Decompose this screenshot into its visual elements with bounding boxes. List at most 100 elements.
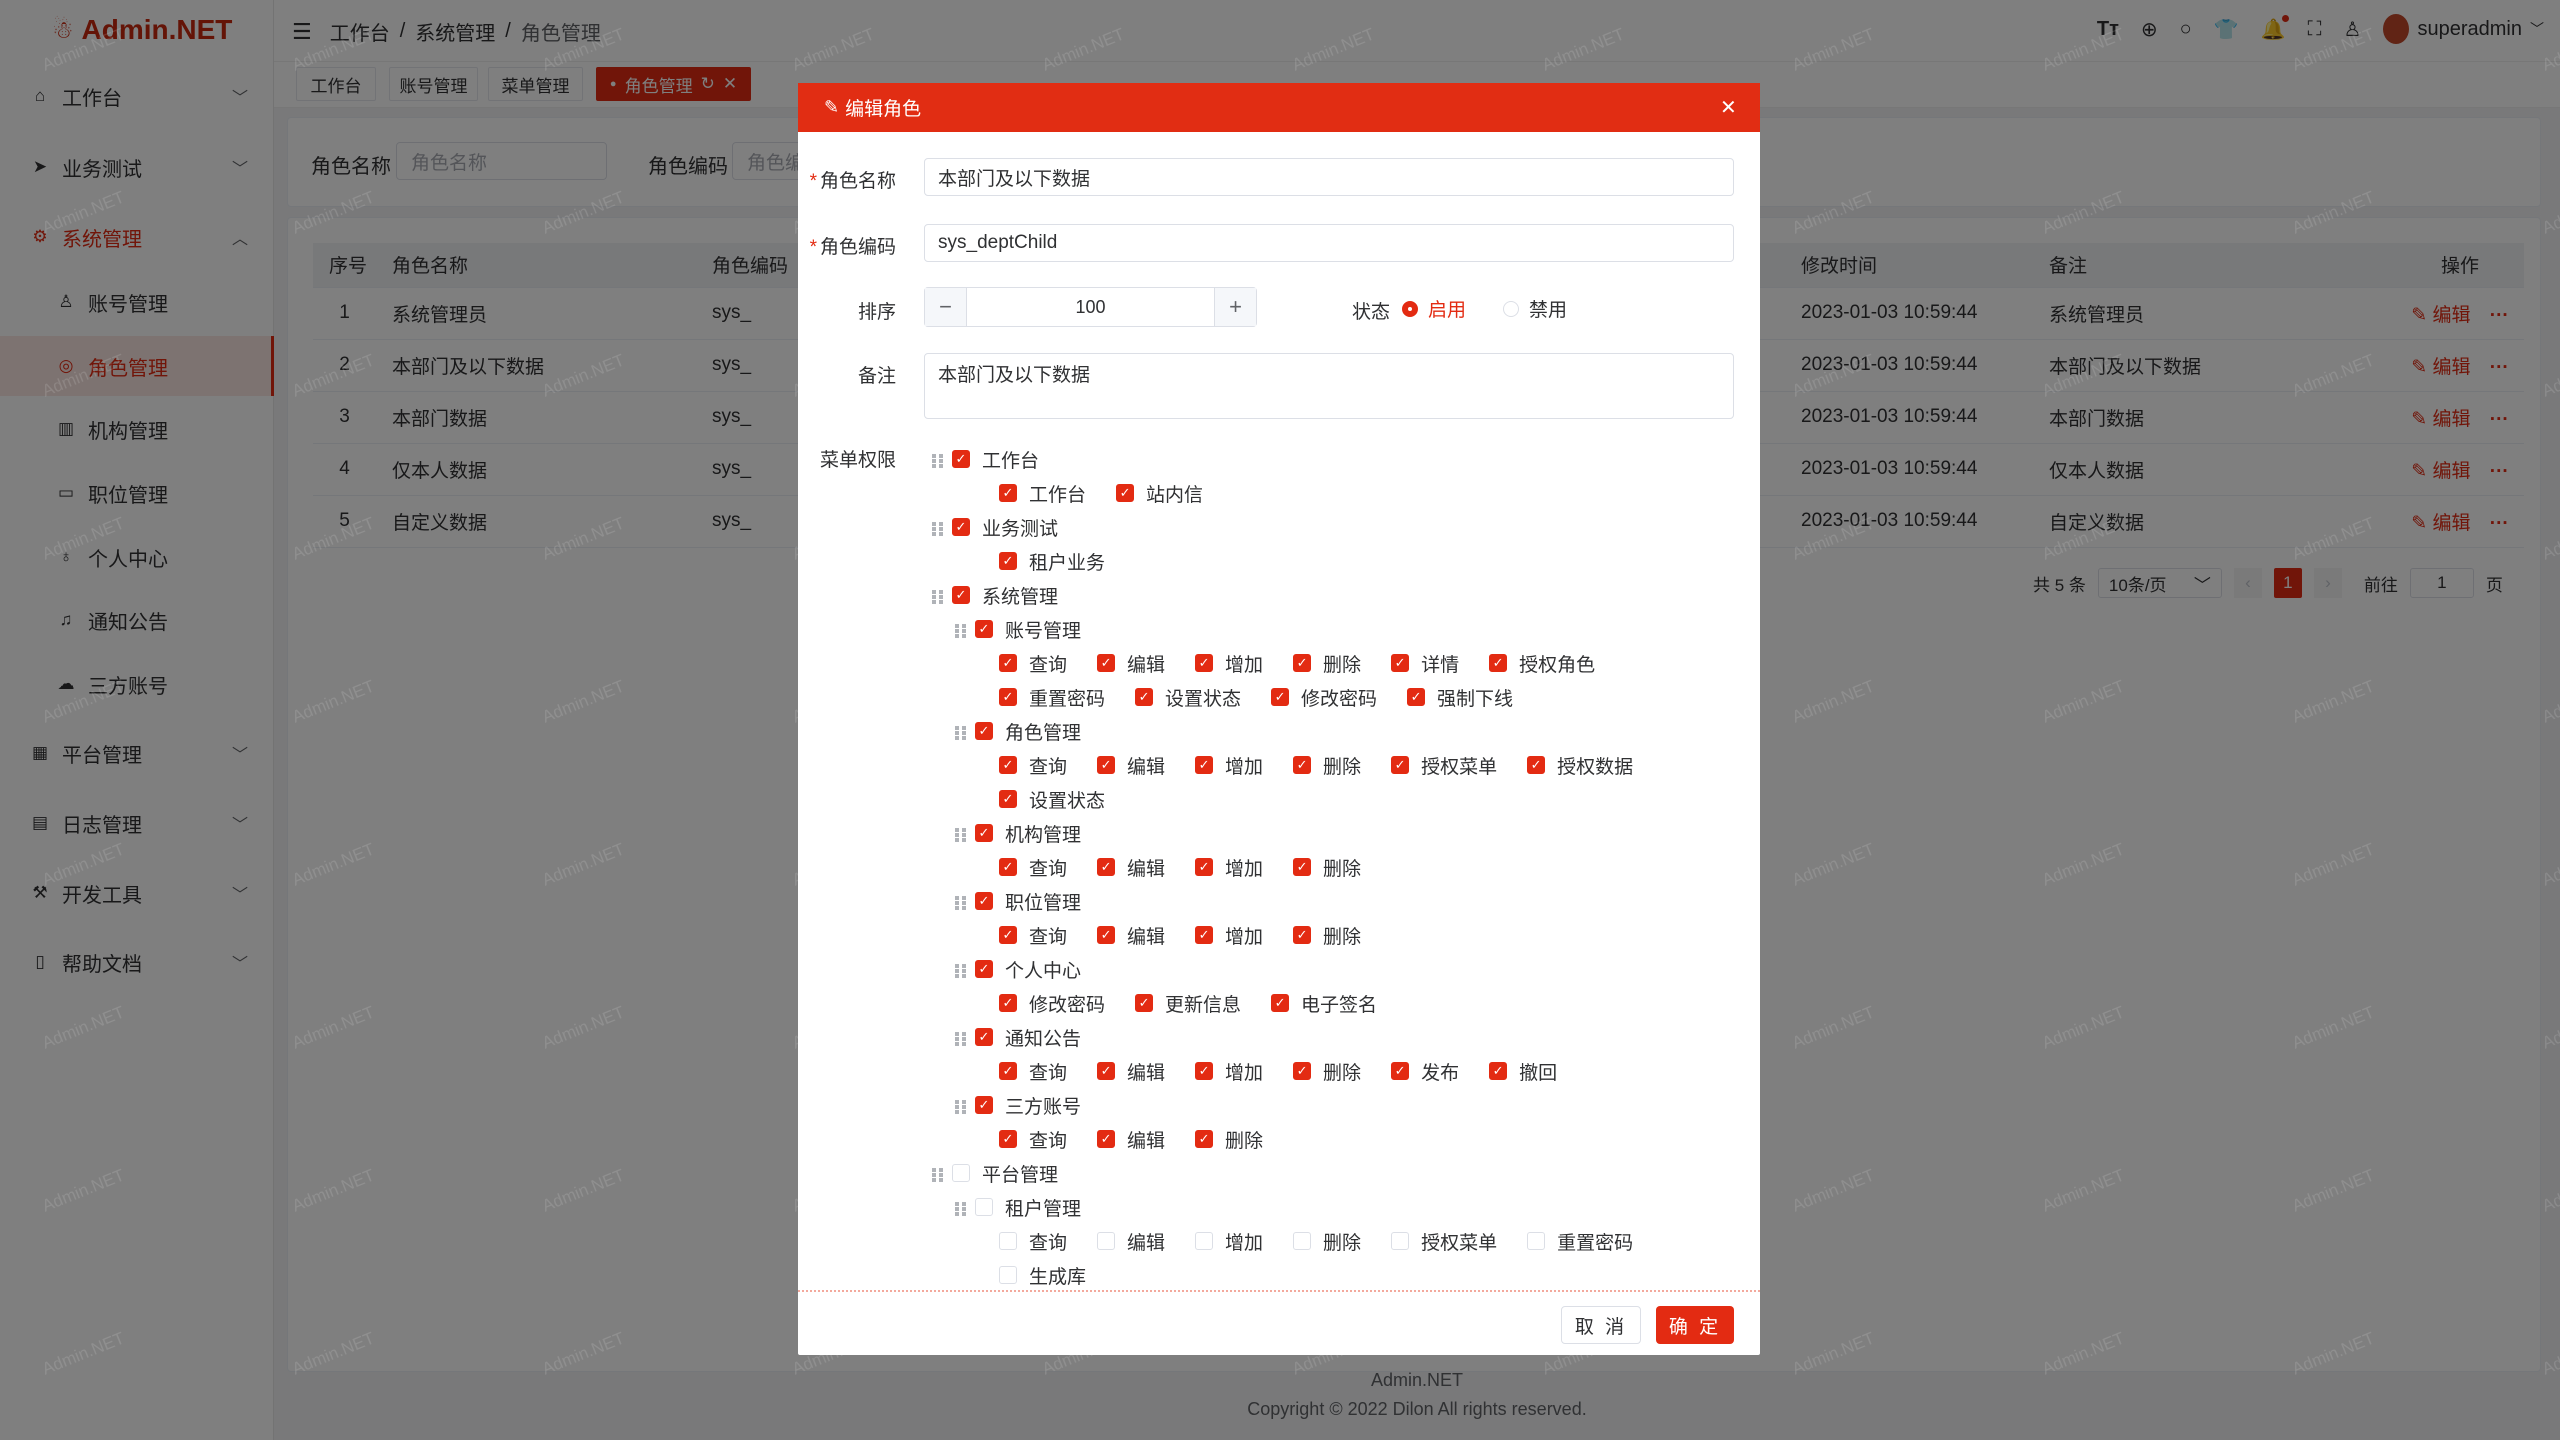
- permission-checkbox[interactable]: ✓ 删除: [1293, 850, 1361, 884]
- checkbox-unchecked-icon[interactable]: [1195, 1232, 1214, 1250]
- permission-checkbox[interactable]: ✓ 撤回: [1489, 1054, 1557, 1088]
- checkbox-checked-icon[interactable]: ✓: [999, 790, 1017, 808]
- tree-node[interactable]: ✓ 三方账号: [798, 1088, 1760, 1122]
- tree-node[interactable]: ✓ 角色管理: [798, 714, 1760, 748]
- checkbox-unchecked-icon[interactable]: [999, 1232, 1017, 1250]
- permission-checkbox[interactable]: ✓ 详情: [1391, 646, 1459, 680]
- permission-checkbox[interactable]: ✓ 删除: [1293, 1054, 1361, 1088]
- tree-node[interactable]: ✓ 个人中心: [798, 952, 1760, 986]
- checkbox-checked-icon[interactable]: ✓: [1195, 654, 1214, 672]
- checkbox-checked-icon[interactable]: ✓: [999, 1130, 1017, 1148]
- permission-checkbox[interactable]: ✓ 编辑: [1097, 646, 1165, 680]
- permission-checkbox[interactable]: 删除: [1293, 1224, 1361, 1258]
- checkbox-checked-icon[interactable]: ✓: [952, 518, 970, 536]
- increment-button[interactable]: +: [1215, 288, 1256, 326]
- checkbox-checked-icon[interactable]: ✓: [1293, 756, 1312, 774]
- checkbox-checked-icon[interactable]: ✓: [1195, 1130, 1214, 1148]
- tree-node[interactable]: ✓ 通知公告: [798, 1020, 1760, 1054]
- checkbox-checked-icon[interactable]: ✓: [952, 586, 970, 604]
- permission-checkbox[interactable]: ✓ 查询: [999, 646, 1067, 680]
- permission-checkbox[interactable]: ✓ 增加: [1195, 1054, 1263, 1088]
- permission-checkbox[interactable]: ✓ 授权角色: [1489, 646, 1595, 680]
- checkbox-checked-icon[interactable]: ✓: [1293, 858, 1312, 876]
- checkbox-checked-icon[interactable]: ✓: [999, 1062, 1017, 1080]
- permission-checkbox[interactable]: ✓ 查询: [999, 1122, 1067, 1156]
- checkbox-checked-icon[interactable]: ✓: [1195, 926, 1214, 944]
- checkbox-checked-icon[interactable]: ✓: [1195, 858, 1214, 876]
- permission-checkbox[interactable]: ✓ 编辑: [1097, 1122, 1165, 1156]
- remark-textarea[interactable]: 本部门及以下数据: [924, 353, 1734, 419]
- checkbox-checked-icon[interactable]: ✓: [1195, 1062, 1214, 1080]
- confirm-button[interactable]: 确 定: [1656, 1306, 1734, 1344]
- tree-node[interactable]: ✓ 业务测试: [798, 510, 1760, 544]
- checkbox-checked-icon[interactable]: ✓: [999, 552, 1017, 570]
- checkbox-checked-icon[interactable]: ✓: [999, 688, 1017, 706]
- checkbox-checked-icon[interactable]: ✓: [975, 722, 993, 740]
- checkbox-checked-icon[interactable]: ✓: [1097, 654, 1116, 672]
- permission-checkbox[interactable]: ✓ 删除: [1293, 918, 1361, 952]
- checkbox-checked-icon[interactable]: ✓: [1271, 688, 1290, 706]
- checkbox-checked-icon[interactable]: ✓: [1097, 858, 1116, 876]
- permission-checkbox[interactable]: ✓ 发布: [1391, 1054, 1459, 1088]
- permission-checkbox[interactable]: ✓ 查询: [999, 748, 1067, 782]
- drag-handle-icon[interactable]: [932, 588, 944, 604]
- tree-node[interactable]: 租户管理: [798, 1190, 1760, 1224]
- permission-checkbox[interactable]: ✓ 设置状态: [999, 782, 1105, 816]
- drag-handle-icon[interactable]: [955, 622, 967, 638]
- status-radio-disabled[interactable]: 禁用: [1503, 295, 1567, 322]
- status-radio-enabled[interactable]: 启用: [1402, 295, 1466, 322]
- checkbox-checked-icon[interactable]: ✓: [999, 484, 1017, 502]
- permission-checkbox[interactable]: ✓ 删除: [1195, 1122, 1263, 1156]
- checkbox-checked-icon[interactable]: ✓: [975, 1028, 993, 1046]
- permission-checkbox[interactable]: ✓ 授权数据: [1527, 748, 1633, 782]
- checkbox-checked-icon[interactable]: ✓: [1391, 1062, 1410, 1080]
- checkbox-checked-icon[interactable]: ✓: [1527, 756, 1546, 774]
- checkbox-checked-icon[interactable]: ✓: [1097, 1062, 1116, 1080]
- checkbox-checked-icon[interactable]: ✓: [1097, 756, 1116, 774]
- checkbox-unchecked-icon[interactable]: [975, 1198, 993, 1216]
- checkbox-checked-icon[interactable]: ✓: [975, 960, 993, 978]
- checkbox-checked-icon[interactable]: ✓: [1489, 1062, 1508, 1080]
- checkbox-checked-icon[interactable]: ✓: [975, 1096, 993, 1114]
- permission-checkbox[interactable]: 生成库: [999, 1258, 1086, 1292]
- tree-node[interactable]: ✓ 账号管理: [798, 612, 1760, 646]
- permission-checkbox[interactable]: ✓ 查询: [999, 918, 1067, 952]
- checkbox-checked-icon[interactable]: ✓: [1293, 654, 1312, 672]
- checkbox-unchecked-icon[interactable]: [1391, 1232, 1410, 1250]
- drag-handle-icon[interactable]: [955, 1098, 967, 1114]
- permission-checkbox[interactable]: 编辑: [1097, 1224, 1165, 1258]
- decrement-button[interactable]: −: [925, 288, 966, 326]
- permission-checkbox[interactable]: ✓ 删除: [1293, 646, 1361, 680]
- permission-checkbox[interactable]: ✓ 编辑: [1097, 748, 1165, 782]
- permission-checkbox[interactable]: 增加: [1195, 1224, 1263, 1258]
- permission-checkbox[interactable]: ✓ 设置状态: [1135, 680, 1241, 714]
- checkbox-checked-icon[interactable]: ✓: [999, 858, 1017, 876]
- checkbox-checked-icon[interactable]: ✓: [999, 926, 1017, 944]
- checkbox-checked-icon[interactable]: ✓: [1271, 994, 1290, 1012]
- permission-checkbox[interactable]: ✓ 站内信: [1116, 476, 1203, 510]
- permission-checkbox[interactable]: ✓ 增加: [1195, 646, 1263, 680]
- permission-checkbox[interactable]: ✓ 增加: [1195, 748, 1263, 782]
- permission-checkbox[interactable]: 查询: [999, 1224, 1067, 1258]
- checkbox-unchecked-icon[interactable]: [1097, 1232, 1116, 1250]
- tree-node[interactable]: ✓ 系统管理: [798, 578, 1760, 612]
- permission-checkbox[interactable]: ✓ 增加: [1195, 850, 1263, 884]
- checkbox-unchecked-icon[interactable]: [999, 1266, 1017, 1284]
- permission-checkbox[interactable]: ✓ 修改密码: [1271, 680, 1377, 714]
- checkbox-checked-icon[interactable]: ✓: [952, 450, 970, 468]
- drag-handle-icon[interactable]: [955, 894, 967, 910]
- checkbox-checked-icon[interactable]: ✓: [1097, 926, 1116, 944]
- checkbox-checked-icon[interactable]: ✓: [975, 620, 993, 638]
- drag-handle-icon[interactable]: [932, 452, 944, 468]
- permission-checkbox[interactable]: ✓ 授权菜单: [1391, 748, 1497, 782]
- permission-checkbox[interactable]: ✓ 租户业务: [999, 544, 1105, 578]
- tree-node[interactable]: ✓ 机构管理: [798, 816, 1760, 850]
- checkbox-checked-icon[interactable]: ✓: [1293, 1062, 1312, 1080]
- drag-handle-icon[interactable]: [932, 520, 944, 536]
- order-value[interactable]: 100: [966, 288, 1215, 326]
- permission-checkbox[interactable]: 授权菜单: [1391, 1224, 1497, 1258]
- permission-checkbox[interactable]: ✓ 电子签名: [1271, 986, 1377, 1020]
- checkbox-checked-icon[interactable]: ✓: [999, 654, 1017, 672]
- checkbox-checked-icon[interactable]: ✓: [975, 892, 993, 910]
- checkbox-checked-icon[interactable]: ✓: [1407, 688, 1426, 706]
